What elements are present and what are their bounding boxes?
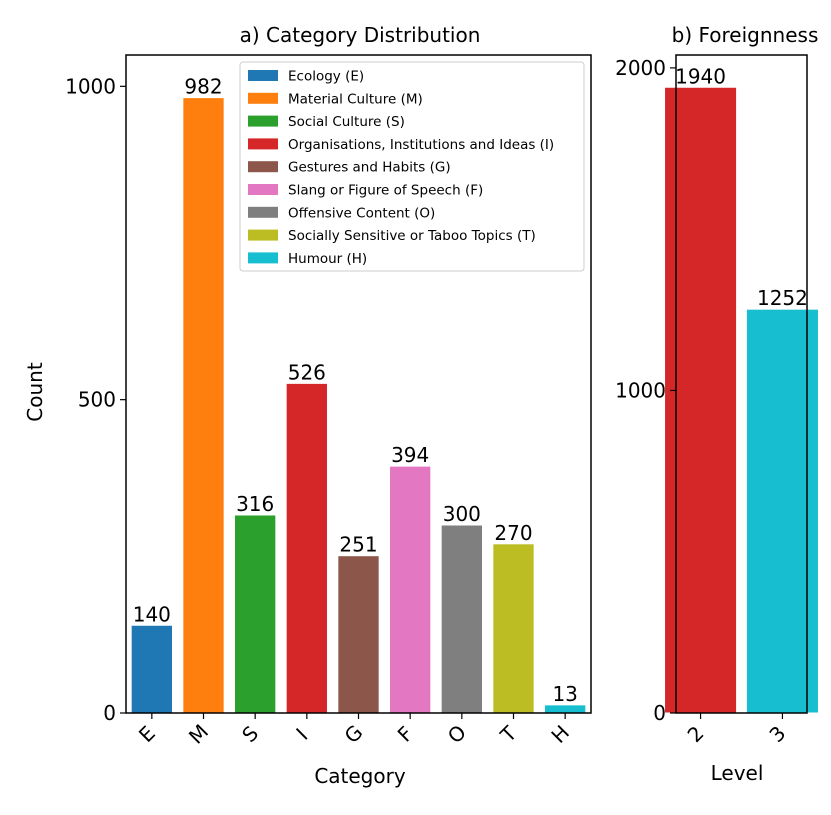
legend-label-H: Humour (H) xyxy=(288,251,367,267)
data-label-2: 1940 xyxy=(675,64,726,88)
data-label-F: 394 xyxy=(391,443,429,467)
legend-label-I: Organisations, Institutions and Ideas (I… xyxy=(288,137,554,153)
chart-b-title: b) Foreignness xyxy=(672,23,819,47)
data-label-T: 270 xyxy=(494,521,532,545)
legend-label-G: Gestures and Habits (G) xyxy=(288,160,451,176)
data-label-H: 13 xyxy=(552,682,577,706)
x-tick-label-H: H xyxy=(546,720,574,748)
legend-label-E: Ecology (E) xyxy=(288,69,364,85)
chart-a-y-ticks: 0 500 1000 xyxy=(65,74,126,725)
chart-a-legend: Ecology (E) Material Culture (M) Social Cu… xyxy=(239,61,585,272)
y-tick-label-0: 0 xyxy=(103,701,116,725)
legend-swatch-I xyxy=(248,138,278,150)
chart-a-title: a) Category Distribution xyxy=(240,23,481,47)
chart-b-x-axis-label: Level xyxy=(711,761,764,785)
bar-M xyxy=(182,97,225,714)
x-tick-label-O: O xyxy=(443,720,471,748)
chart-b-data-labels: 1940 1252 xyxy=(675,64,808,310)
data-label-3: 1252 xyxy=(757,286,808,310)
legend-label-M: Material Culture (M) xyxy=(288,91,423,107)
legend-swatch-O xyxy=(248,206,278,218)
chart-b-axes-frame xyxy=(675,54,808,714)
legend-swatch-M xyxy=(248,92,278,104)
chart-a-axes-frame xyxy=(125,54,592,714)
x-tick-label-3: 3 xyxy=(765,721,791,747)
legend-label-O: Offensive Content (O) xyxy=(288,205,435,221)
x-tick-label-S: S xyxy=(237,721,263,747)
x-tick-label-2: 2 xyxy=(683,721,709,747)
legend-swatch-G xyxy=(248,161,278,173)
y-tick-label-1000: 1000 xyxy=(615,378,666,402)
data-label-O: 300 xyxy=(443,502,481,526)
bar-S xyxy=(234,514,277,714)
legend-swatch-S xyxy=(248,115,278,127)
legend-box xyxy=(239,61,585,272)
data-label-E: 140 xyxy=(133,602,171,626)
legend-swatch-F xyxy=(248,184,278,195)
y-tick-label-2000: 2000 xyxy=(615,56,666,80)
legend-label-S: Social Culture (S) xyxy=(288,114,405,130)
y-tick-label-1000: 1000 xyxy=(65,74,116,98)
chart-b-y-ticks: 0 1000 2000 xyxy=(615,56,676,725)
bar-H xyxy=(544,704,587,714)
data-label-I: 526 xyxy=(288,360,326,384)
data-label-G: 251 xyxy=(339,533,377,557)
x-tick-label-E: E xyxy=(134,721,160,747)
chart-a-y-axis-label: Count xyxy=(23,362,47,422)
bar-I xyxy=(285,382,328,714)
legend-swatch-E xyxy=(248,70,278,81)
x-tick-label-G: G xyxy=(340,720,368,748)
x-tick-label-F: F xyxy=(393,721,418,746)
y-tick-label-500: 500 xyxy=(78,388,116,412)
bar-G xyxy=(337,555,380,714)
x-tick-label-T: T xyxy=(495,721,522,748)
legend-label-T: Socially Sensitive or Taboo Topics (T) xyxy=(288,228,536,244)
bar-F xyxy=(389,465,432,714)
chart-a-x-axis-label: Category xyxy=(314,764,406,788)
x-tick-label-I: I xyxy=(291,723,312,744)
chart-a-data-labels: 140 982 316 526 251 394 300 270 13 xyxy=(133,75,578,706)
data-label-M: 982 xyxy=(184,75,222,99)
legend-label-F: Slang or Figure of Speech (F) xyxy=(288,183,483,199)
chart-a-bars xyxy=(130,97,587,714)
bar-T xyxy=(492,543,535,714)
x-tick-label-M: M xyxy=(184,719,213,748)
legend-swatch-T xyxy=(248,229,278,241)
y-tick-label-0: 0 xyxy=(653,701,666,725)
chart-b-bars xyxy=(664,86,819,714)
legend-swatch-H xyxy=(248,252,278,264)
bar-E xyxy=(130,624,174,714)
data-label-S: 316 xyxy=(236,492,274,516)
category-distribution-panel: a) Category Distribution Count Category … xyxy=(23,23,592,788)
bar-O xyxy=(440,524,483,714)
